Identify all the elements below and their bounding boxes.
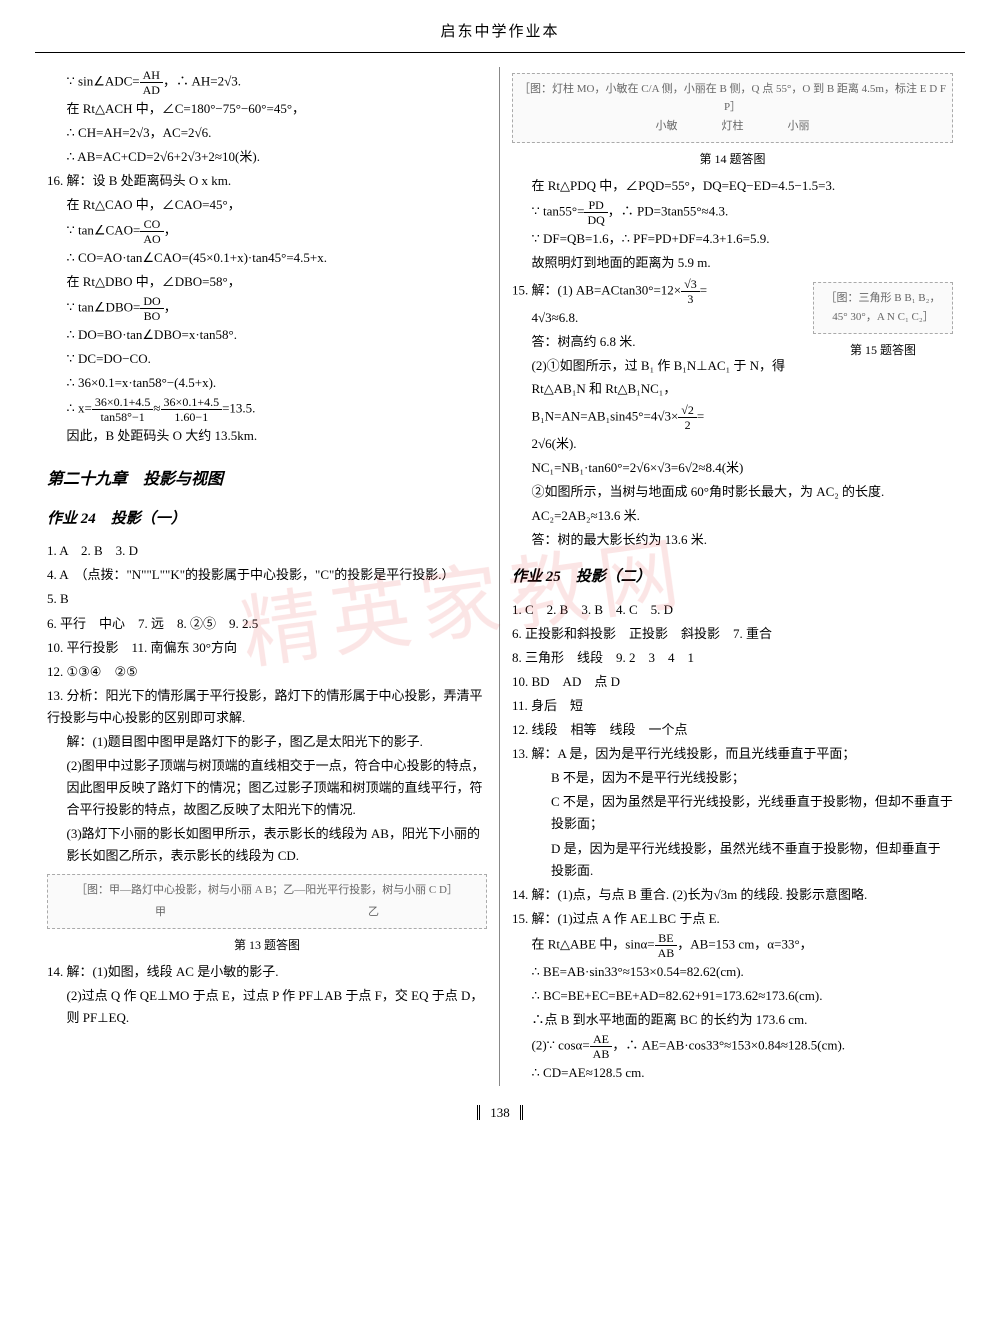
text-line: ∵ tan∠DBO=DOBO， <box>47 295 487 322</box>
text-line: 在 Rt△ABE 中，sinα=BEAB，AB=153 cm，α=33°， <box>512 932 953 959</box>
figure-caption: 第 14 题答图 <box>512 149 953 169</box>
text-line: 答：树的最大影长约为 13.6 米. <box>512 529 953 551</box>
answer-line: 12. 线段 相等 线段 一个点 <box>512 719 953 741</box>
text-line: (2)①如图所示，过 B₁ 作 B₁N⊥AC₁ 于 N，得 Rt△AB₁N 和 … <box>512 355 807 399</box>
answer-line: ∴点 B 到水平地面的距离 BC 的长约为 173.6 cm. <box>512 1009 953 1031</box>
left-column: ∵ sin∠ADC=AHAD，∴ AH=2√3. 在 Rt△ACH 中，∠C=1… <box>35 67 500 1087</box>
text-line: ∴ CH=AH=2√3，AC=2√6. <box>47 122 487 144</box>
figure-14: ［图：灯柱 MO，小敏在 C/A 侧，小丽在 B 侧，Q 点 55°，O 到 B… <box>512 73 953 143</box>
text-line: B₁N=AN=AB₁sin45°=4√3×√22= <box>512 404 953 431</box>
answer-line: 1. C 2. B 3. B 4. C 5. D <box>512 599 953 621</box>
answer-line: 11. 身后 短 <box>512 695 953 717</box>
answer-line: (2)过点 Q 作 QE⊥MO 于点 E，过点 P 作 PF⊥AB 于点 F，交… <box>47 985 487 1029</box>
answer-line: 15. 解：(1)过点 A 作 AE⊥BC 于点 E. <box>512 908 953 930</box>
homework-title: 作业 25 投影（二） <box>512 565 953 591</box>
figure-placeholder: ［图：甲—路灯中心投影，树与小丽 A B；乙—阳光平行投影，树与小丽 C D］ <box>54 881 480 900</box>
text-line: (2)∵ cosα=AEAB，∴ AE=AB·cos33°≈153×0.84≈1… <box>512 1033 953 1060</box>
answer-line: 6. 平行 中心 7. 远 8. ②⑤ 9. 2.5 <box>47 613 487 635</box>
page-body: ∵ sin∠ADC=AHAD，∴ AH=2√3. 在 Rt△ACH 中，∠C=1… <box>35 67 965 1087</box>
figure-15: ［图：三角形 B B₁ B₂，45° 30°，A N C₁ C₂］ <box>813 282 953 333</box>
answer-line: 14. 解：(1)如图，线段 AC 是小敏的影子. <box>47 961 487 983</box>
answer-line: B 不是，因为不是平行光线投影； <box>512 767 953 789</box>
figure-sublabel: 乙 <box>368 903 379 922</box>
answer-line: 13. 解：A 是，因为是平行光线投影，而且光线垂直于平面； <box>512 743 953 765</box>
answer-line: 10. 平行投影 11. 南偏东 30°方向 <box>47 637 487 659</box>
text-line: 2√6(米). <box>512 433 953 455</box>
text-line: ∴ AB=AC+CD=2√6+2√3+2≈10(米). <box>47 146 487 168</box>
text-line: ∴ 36×0.1=x·tan58°−(4.5+x). <box>47 372 487 394</box>
text-line: ∴ CO=AO·tan∠CAO=(45×0.1+x)·tan45°=4.5+x. <box>47 247 487 269</box>
text-line: 答：树高约 6.8 米. <box>512 331 807 353</box>
text-line: 4√3≈6.8. <box>512 307 807 329</box>
answer-line: D 是，因为是平行光线投影，虽然光线不垂直于投影物，但却垂直于投影面. <box>512 838 953 882</box>
answer-line: 6. 正投影和斜投影 正投影 斜投影 7. 重合 <box>512 623 953 645</box>
answer-line: 10. BD AD 点 D <box>512 671 953 693</box>
answer-line: 12. ①③④ ②⑤ <box>47 661 487 683</box>
text-line: 在 Rt△PDQ 中，∠PQD=55°，DQ=EQ−ED=4.5−1.5=3. <box>512 175 953 197</box>
figure-caption: 第 13 题答图 <box>47 935 487 955</box>
figure-sublabel: 甲 <box>155 903 166 922</box>
text-line: 故照明灯到地面的距离为 5.9 m. <box>512 252 953 274</box>
answer-line: 解：(1)题目图中图甲是路灯下的影子，图乙是太阳光下的影子. <box>47 731 487 753</box>
chapter-title: 第二十九章 投影与视图 <box>47 466 487 493</box>
figure-labels: 小敏 灯柱 小丽 <box>519 117 946 136</box>
answer-line: 13. 分析：阳光下的情形属于平行投影，路灯下的情形属于中心投影，弄清平行投影与… <box>47 685 487 729</box>
text-line: 15. 解：(1) AB=ACtan30°=12×√33= <box>512 278 807 305</box>
text-line: ∵ DC=DO−CO. <box>47 348 487 370</box>
text-line: NC₁=NB₁·tan60°=2√6×√3=6√2≈8.4(米) <box>512 457 953 479</box>
text-line: ∵ tan55°=PDDQ，∴ PD=3tan55°≈4.3. <box>512 199 953 226</box>
answer-line: 8. 三角形 线段 9. 2 3 4 1 <box>512 647 953 669</box>
figure-caption: 第 15 题答图 <box>813 340 953 360</box>
text-line: 在 Rt△ACH 中，∠C=180°−75°−60°=45°， <box>47 98 487 120</box>
right-column: ［图：灯柱 MO，小敏在 C/A 侧，小丽在 B 侧，Q 点 55°，O 到 B… <box>500 67 965 1087</box>
answer-line: 14. 解：(1)点，与点 B 重合. (2)长为√3m 的线段. 投影示意图略… <box>512 884 953 906</box>
page-header: 启东中学作业本 <box>35 20 965 53</box>
page-number: 138 <box>35 1102 965 1124</box>
answer-line: 1. A 2. B 3. D <box>47 540 487 562</box>
homework-title: 作业 24 投影（一） <box>47 507 487 533</box>
answer-line: ∴ CD=AE≈128.5 cm. <box>512 1062 953 1084</box>
text-line: 在 Rt△DBO 中，∠DBO=58°， <box>47 271 487 293</box>
answer-line: (2)图甲中过影子顶端与树顶端的直线相交于一点，符合中心投影的特点，因此图甲反映… <box>47 755 487 821</box>
text-line: AC₂=2AB₂≈13.6 米. <box>512 505 953 527</box>
text-line: ∵ sin∠ADC=AHAD，∴ AH=2√3. <box>47 69 487 96</box>
answer-line: ∴ BE=AB·sin33°≈153×0.54=82.62(cm). <box>512 961 953 983</box>
answer-line: ∴ BC=BE+EC=BE+AD=82.62+91=173.62≈173.6(c… <box>512 985 953 1007</box>
text-line: 16. 解：设 B 处距离码头 O x km. <box>47 170 487 192</box>
answer-line: 5. B <box>47 588 487 610</box>
text-line: ∵ tan∠CAO=COAO， <box>47 218 487 245</box>
figure-13: ［图：甲—路灯中心投影，树与小丽 A B；乙—阳光平行投影，树与小丽 C D］ … <box>47 874 487 929</box>
text-line: ∴ DO=BO·tan∠DBO=x·tan58°. <box>47 324 487 346</box>
text-line: ∴ x=36×0.1+4.5tan58°−1≈36×0.1+4.51.60−1=… <box>47 396 487 423</box>
text-line: 在 Rt△CAO 中，∠CAO=45°， <box>47 194 487 216</box>
text-line: ∵ DF=QB=1.6，∴ PF=PD+DF=4.3+1.6=5.9. <box>512 228 953 250</box>
answer-line: 4. A （点拨："N""L""K"的投影属于中心投影，"C"的投影是平行投影.… <box>47 564 487 586</box>
text-line: ②如图所示，当树与地面成 60°角时影长最大，为 AC₂ 的长度. <box>512 481 953 503</box>
text-line: 因此，B 处距码头 O 大约 13.5km. <box>47 425 487 447</box>
answer-line: C 不是，因为虽然是平行光线投影，光线垂直于投影物，但却不垂直于投影面； <box>512 791 953 835</box>
answer-line: (3)路灯下小丽的影长如图甲所示，表示影长的线段为 AB，阳光下小丽的影长如图乙… <box>47 823 487 867</box>
figure-placeholder: ［图：灯柱 MO，小敏在 C/A 侧，小丽在 B 侧，Q 点 55°，O 到 B… <box>519 80 946 117</box>
